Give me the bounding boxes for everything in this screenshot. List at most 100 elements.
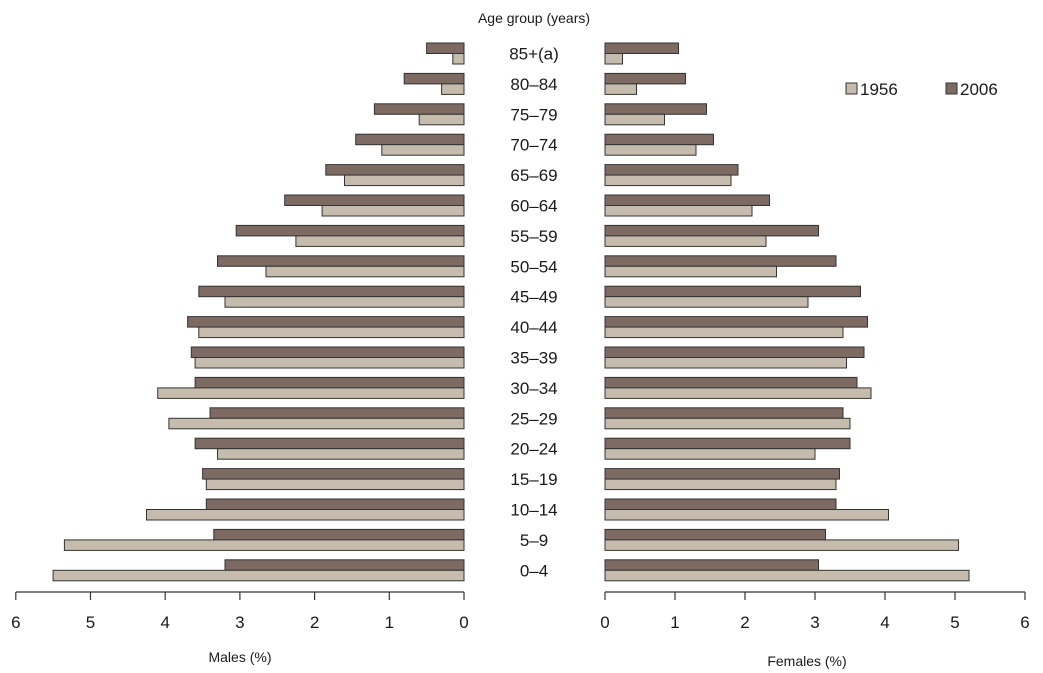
right-tick-label-3: 3	[810, 613, 819, 632]
female-bar-1956-9	[604, 326, 844, 339]
female-bar-2006-4	[604, 164, 739, 176]
female-bar-1956-13	[604, 448, 816, 460]
male-bar-2006-16	[213, 528, 465, 541]
female-bar-1956-1	[604, 83, 637, 95]
legend-label-2006: 2006	[960, 80, 998, 99]
female-bar-2006-10	[604, 346, 865, 358]
right-tick-label-1: 1	[670, 613, 679, 632]
male-bar-1956-10	[194, 357, 465, 369]
female-bar-1956-6	[604, 235, 767, 247]
age-label-13: 20–24	[510, 440, 557, 459]
male-bar-2006-1	[403, 72, 465, 85]
male-bar-1956-14	[205, 478, 465, 491]
female-bar-1956-0	[604, 53, 623, 65]
female-bar-2006-5	[604, 194, 770, 206]
male-bar-2006-13	[194, 437, 465, 450]
male-bar-1956-6	[295, 235, 465, 247]
female-bar-2006-11	[604, 376, 858, 389]
age-label-10: 35–39	[510, 349, 557, 368]
female-bar-1956-3	[604, 144, 697, 156]
left-tick-label-0: 6	[11, 613, 20, 632]
female-bar-1956-14	[604, 478, 837, 491]
age-label-15: 10–14	[510, 501, 557, 520]
female-bar-2006-16	[604, 528, 826, 541]
male-bar-1956-12	[168, 417, 465, 430]
right-bars	[604, 42, 970, 582]
female-bar-1956-4	[604, 174, 732, 187]
legend: 1956 2006	[845, 80, 998, 99]
age-labels: 85+(a) 80–84 75–79 70–74 65–69 60–64 55–59 50–5…	[509, 45, 559, 581]
age-label-11: 30–34	[510, 379, 557, 398]
male-bar-2006-7	[217, 255, 465, 267]
age-label-17: 0–4	[520, 561, 548, 580]
female-bar-1956-15	[604, 509, 889, 521]
age-label-2: 75–79	[510, 105, 557, 124]
female-bar-2006-8	[604, 285, 861, 298]
female-bar-1956-12	[604, 417, 851, 430]
legend-label-1956: 1956	[860, 80, 898, 99]
left-tick-label-4: 2	[310, 613, 319, 632]
male-bar-2006-15	[205, 498, 465, 510]
age-label-6: 55–59	[510, 227, 557, 246]
right-tick-label-6: 6	[1020, 613, 1029, 632]
male-bar-2006-2	[373, 103, 465, 115]
legend-swatch-2006	[945, 82, 958, 95]
male-bar-2006-8	[198, 285, 465, 298]
female-bar-2006-14	[604, 468, 840, 480]
right-tick-label-4: 4	[880, 613, 889, 632]
male-bar-1956-7	[265, 265, 465, 278]
left-ticks: 6 5 4 3 2 1 0	[11, 592, 469, 632]
left-tick-label-6: 0	[459, 613, 468, 632]
age-label-4: 65–69	[510, 166, 557, 185]
female-bar-1956-2	[604, 113, 665, 126]
male-bar-2006-0	[426, 42, 465, 54]
male-bar-1956-9	[198, 326, 465, 339]
male-bar-1956-11	[157, 387, 465, 399]
male-bar-1956-16	[63, 539, 465, 551]
female-bar-2006-12	[604, 407, 844, 419]
male-bar-1956-0	[452, 53, 465, 65]
male-bar-2006-14	[202, 468, 465, 480]
right-tick-label-5: 5	[950, 613, 959, 632]
male-bar-2006-6	[235, 224, 465, 237]
age-label-7: 50–54	[510, 257, 557, 276]
female-bar-1956-17	[604, 569, 970, 582]
male-bar-1956-17	[52, 569, 465, 582]
right-tick-label-0: 0	[600, 613, 609, 632]
left-tick-label-3: 3	[235, 613, 244, 632]
age-label-12: 25–29	[510, 409, 557, 428]
female-bar-2006-1	[604, 72, 686, 85]
male-bar-1956-5	[321, 205, 465, 217]
male-bar-1956-4	[344, 174, 465, 187]
age-label-0: 85+(a)	[509, 45, 559, 64]
left-tick-label-5: 1	[385, 613, 394, 632]
female-bar-2006-17	[604, 559, 819, 571]
age-label-8: 45–49	[510, 288, 557, 307]
left-bars	[52, 42, 465, 582]
male-bar-2006-11	[194, 376, 465, 389]
female-bar-1956-10	[604, 357, 847, 369]
female-bar-1956-11	[604, 387, 872, 399]
male-bar-1956-8	[224, 296, 465, 308]
male-bar-1956-2	[418, 113, 465, 126]
female-bar-2006-0	[604, 42, 679, 54]
female-bar-2006-7	[604, 255, 837, 267]
male-bar-2006-9	[187, 316, 465, 328]
female-bar-2006-15	[604, 498, 837, 510]
male-bar-1956-13	[217, 448, 465, 460]
center-title: Age group (years)	[478, 10, 590, 26]
left-tick-label-1: 5	[86, 613, 95, 632]
male-bar-1956-15	[146, 509, 465, 521]
female-bar-2006-9	[604, 316, 868, 328]
female-bar-2006-2	[604, 103, 707, 115]
female-bar-1956-7	[604, 265, 777, 278]
age-label-5: 60–64	[510, 197, 557, 216]
male-bar-1956-3	[381, 144, 465, 156]
male-bar-2006-17	[224, 559, 465, 571]
legend-swatch-1956	[845, 82, 858, 95]
male-bar-2006-5	[284, 194, 465, 206]
age-label-16: 5–9	[520, 531, 548, 550]
male-bar-2006-3	[355, 133, 465, 146]
female-bar-1956-8	[604, 296, 809, 308]
